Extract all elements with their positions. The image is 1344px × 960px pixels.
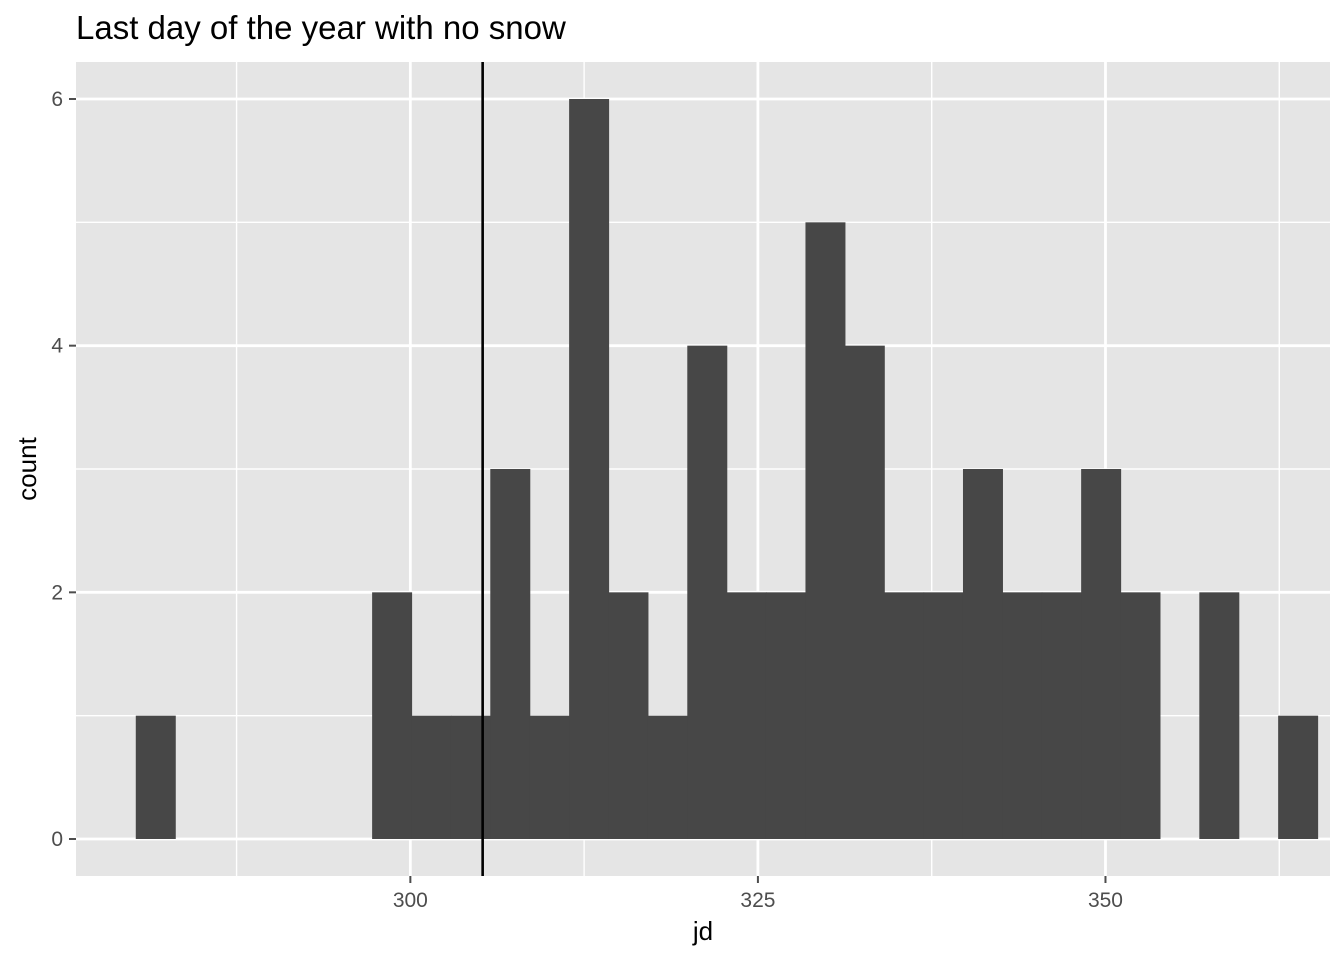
histogram-bar <box>608 592 649 839</box>
histogram-bar <box>923 592 964 839</box>
histogram-bar <box>490 469 531 839</box>
histogram-bar <box>844 345 885 839</box>
histogram-bar <box>647 715 688 839</box>
histogram-bar <box>529 715 570 839</box>
chart-title: Last day of the year with no snow <box>76 9 566 46</box>
histogram-bar <box>765 592 806 839</box>
histogram-bar <box>1278 715 1319 839</box>
x-tick-label: 350 <box>1088 889 1123 912</box>
histogram-bar <box>135 715 176 839</box>
histogram-bar <box>1199 592 1240 839</box>
histogram-bar <box>411 715 452 839</box>
histogram-bar <box>1041 592 1082 839</box>
x-tick-label: 325 <box>740 889 775 912</box>
y-tick-label: 2 <box>51 581 63 604</box>
histogram-bar <box>805 222 846 840</box>
histogram-bar <box>726 592 767 839</box>
x-axis-title: jd <box>692 916 713 946</box>
histogram-bars <box>135 99 1319 840</box>
histogram-bar <box>372 592 413 839</box>
histogram-bar <box>962 469 1003 839</box>
y-axis: 0 2 4 6 <box>51 88 76 851</box>
y-tick-label: 0 <box>51 828 63 851</box>
histogram-bar <box>884 592 925 839</box>
y-tick-label: 6 <box>51 88 63 111</box>
histogram-bar <box>687 345 728 839</box>
histogram-bar <box>569 99 610 839</box>
y-axis-title: count <box>12 436 42 500</box>
x-axis: 300 325 350 <box>393 876 1123 912</box>
x-tick-label: 300 <box>393 889 428 912</box>
histogram-bar <box>1081 469 1122 839</box>
histogram-bar <box>450 715 491 839</box>
y-tick-label: 4 <box>51 335 63 358</box>
histogram-bar <box>1120 592 1161 839</box>
histogram-bar <box>1002 592 1043 839</box>
